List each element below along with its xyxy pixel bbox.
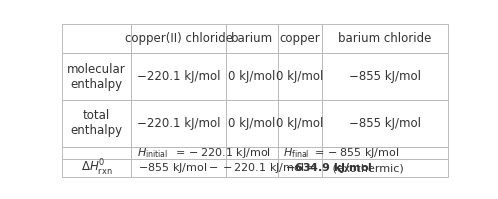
Bar	[322, 53, 448, 100]
Text: −220.1 kJ/mol: −220.1 kJ/mol	[137, 117, 220, 130]
Text: $H_\mathrm{initial}$: $H_\mathrm{initial}$	[137, 146, 168, 160]
Text: (exothermic): (exothermic)	[329, 163, 404, 173]
Text: 0 kJ/mol: 0 kJ/mol	[228, 70, 275, 83]
Bar	[131, 24, 226, 53]
Bar	[322, 147, 448, 159]
Text: $= -855\ \mathrm{kJ/mol}$: $= -855\ \mathrm{kJ/mol}$	[312, 146, 400, 160]
Text: molecular
enthalpy: molecular enthalpy	[67, 62, 126, 91]
Bar	[226, 147, 277, 159]
Bar	[277, 100, 322, 147]
Bar	[131, 53, 226, 100]
Bar	[322, 100, 448, 147]
Text: −220.1 kJ/mol: −220.1 kJ/mol	[137, 70, 220, 83]
Text: total
enthalpy: total enthalpy	[71, 109, 123, 137]
Bar	[277, 53, 322, 100]
Bar	[62, 147, 131, 159]
Text: 0 kJ/mol: 0 kJ/mol	[276, 70, 323, 83]
Bar	[277, 147, 322, 159]
Bar	[62, 100, 131, 147]
Bar	[62, 159, 131, 177]
Text: copper: copper	[279, 32, 320, 45]
Text: $H_\mathrm{final}$: $H_\mathrm{final}$	[283, 146, 310, 160]
Text: 0 kJ/mol: 0 kJ/mol	[276, 117, 323, 130]
Text: $\mathbf{-634.9\ kJ/mol}$: $\mathbf{-634.9\ kJ/mol}$	[284, 161, 373, 175]
Bar	[131, 159, 226, 177]
Bar	[226, 100, 277, 147]
Text: barium: barium	[231, 32, 273, 45]
Text: −855 kJ/mol: −855 kJ/mol	[349, 117, 421, 130]
Text: $-855\ \mathrm{kJ/mol} - -220.1\ \mathrm{kJ/mol} = $: $-855\ \mathrm{kJ/mol} - -220.1\ \mathrm…	[138, 161, 316, 175]
Text: −855 kJ/mol: −855 kJ/mol	[349, 70, 421, 83]
Bar	[277, 159, 322, 177]
Bar	[226, 159, 277, 177]
Text: copper(II) chloride: copper(II) chloride	[124, 32, 233, 45]
Bar	[322, 159, 448, 177]
Text: $= -220.1\ \mathrm{kJ/mol}$: $= -220.1\ \mathrm{kJ/mol}$	[173, 146, 271, 160]
Bar	[226, 53, 277, 100]
Text: barium chloride: barium chloride	[338, 32, 432, 45]
Bar	[62, 24, 131, 53]
Bar	[131, 100, 226, 147]
Text: $\Delta H^0_\mathrm{rxn}$: $\Delta H^0_\mathrm{rxn}$	[81, 158, 113, 178]
Bar	[131, 147, 226, 159]
Bar	[62, 53, 131, 100]
Bar	[322, 24, 448, 53]
Bar	[277, 24, 322, 53]
Bar	[226, 24, 277, 53]
Text: 0 kJ/mol: 0 kJ/mol	[228, 117, 275, 130]
